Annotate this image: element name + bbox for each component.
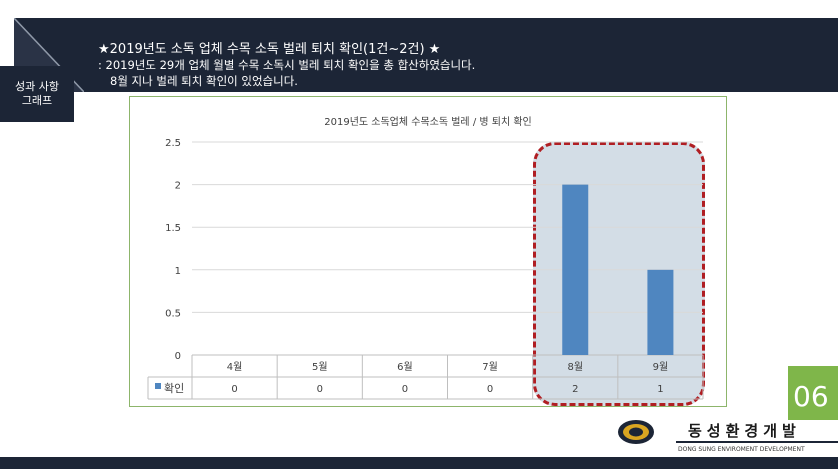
highlight-region <box>533 142 705 406</box>
page-badge <box>788 366 838 420</box>
table-value: 1 <box>657 384 663 395</box>
bar <box>647 269 674 355</box>
y-tick-label: 1 <box>175 266 181 277</box>
chart-title: 2019년도 소독업체 수목소독 벌레 / 병 퇴치 확인 <box>324 117 532 128</box>
table-value: 2 <box>572 384 578 395</box>
y-tick-label: 2.5 <box>165 138 181 149</box>
table-value: 0 <box>402 384 408 395</box>
logo-divider <box>676 441 838 443</box>
description-line-1: : 2019년도 29개 업체 월별 수목 소독시 벌레 퇴치 확인을 총 합산… <box>98 58 476 72</box>
y-tick-label: 0.5 <box>165 308 181 319</box>
company-name-english: DONG SUNG ENVIROMENT DEVELOPMENT <box>678 446 805 453</box>
y-tick-label: 2 <box>175 181 181 192</box>
x-tick-label: 6월 <box>397 361 413 373</box>
header-banner <box>14 18 838 92</box>
table-value: 0 <box>317 384 323 395</box>
company-name-korean: 동성환경개발 <box>688 422 801 440</box>
description-line-2: 8월 지나 벌레 퇴치 확인이 있었습니다. <box>110 74 298 88</box>
x-tick-label: 7월 <box>482 361 498 373</box>
company-logo-icon <box>618 420 654 444</box>
x-tick-label: 5월 <box>312 361 328 373</box>
bar <box>562 184 589 355</box>
table-value: 0 <box>231 384 237 395</box>
section-tab[interactable]: 성과 사항 그래프 <box>0 66 74 122</box>
y-tick-label: 1.5 <box>165 223 181 234</box>
x-tick-label: 8월 <box>567 361 583 373</box>
legend-swatch <box>155 383 161 389</box>
y-tick-label: 0 <box>175 351 181 362</box>
table-value: 0 <box>487 384 493 395</box>
legend-label: 확인 <box>164 382 184 395</box>
x-tick-label: 9월 <box>653 361 669 373</box>
section-tab-label-2: 그래프 <box>21 94 53 107</box>
section-tab-label-1: 성과 사항 <box>15 80 59 93</box>
page-number: 06 <box>793 380 829 413</box>
slide-title: ★2019년도 소독 업체 수목 소독 벌레 퇴치 확인(1건~2건) ★ <box>98 42 441 57</box>
footer-bar <box>0 457 838 469</box>
x-tick-label: 4월 <box>227 361 243 373</box>
